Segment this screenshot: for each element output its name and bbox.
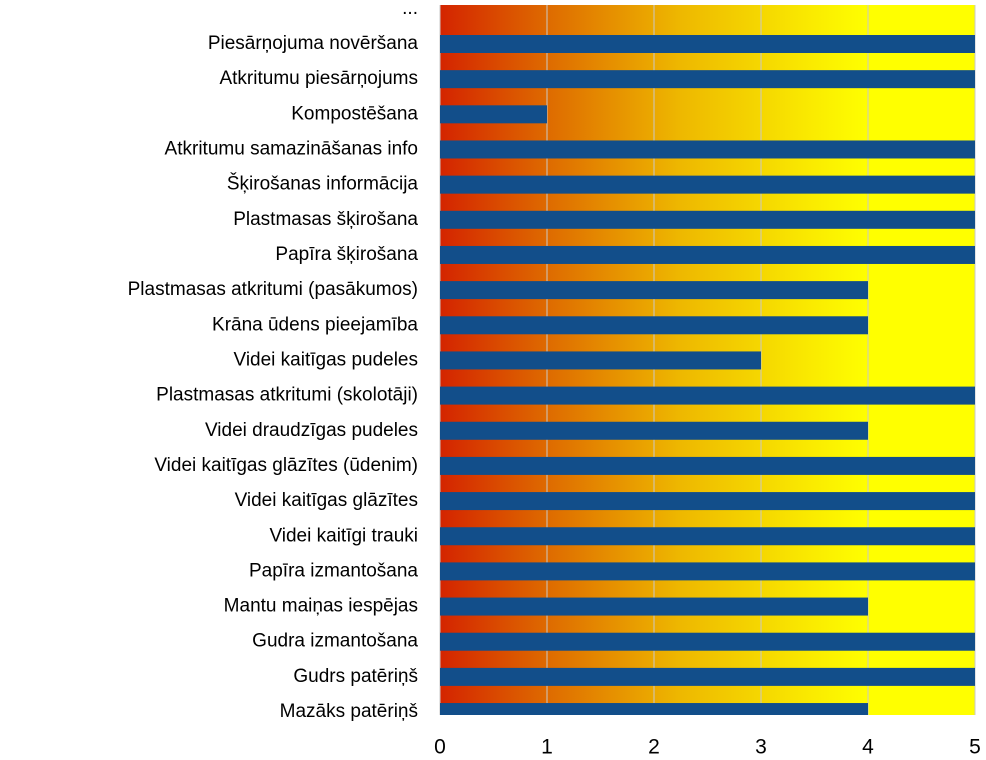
bar xyxy=(440,492,975,511)
x-tick-label: 5 xyxy=(969,736,981,759)
y-tick-label: Plastmasas šķirošana xyxy=(233,209,418,230)
bar xyxy=(440,175,975,194)
bar xyxy=(440,527,975,546)
y-tick-label: Videi draudzīgas pudeles xyxy=(205,420,418,441)
x-tick-label: 4 xyxy=(862,736,874,759)
bar xyxy=(440,632,975,651)
y-tick-label: Plastmasas atkritumi (pasākumos) xyxy=(128,279,418,300)
bar xyxy=(440,245,975,264)
y-tick-label: Gudrs patēriņš xyxy=(293,666,418,687)
bar xyxy=(440,667,975,686)
y-tick-label: Mantu maiņas iespējas xyxy=(224,596,418,617)
y-tick-label: Šķirošanas informācija xyxy=(227,173,419,195)
bar xyxy=(440,316,868,335)
bar xyxy=(440,210,975,229)
y-tick-label: Piesārņojuma novēršana xyxy=(208,33,419,54)
bar xyxy=(440,703,868,715)
y-tick-label: Videi kaitīgas glāzītes xyxy=(235,490,418,511)
y-tick-label: Papīra šķirošana xyxy=(275,244,418,265)
bar xyxy=(440,562,975,581)
bar xyxy=(440,105,547,124)
x-tick-label: 1 xyxy=(541,736,553,759)
bar xyxy=(440,351,761,370)
y-tick-label: ... xyxy=(402,0,418,19)
y-tick-label: Videi kaitīgas glāzītes (ūdenim) xyxy=(154,455,418,476)
bars xyxy=(440,35,975,715)
y-tick-label: Gudra izmantošana xyxy=(252,631,418,652)
x-tick-label: 0 xyxy=(434,736,446,759)
bar xyxy=(440,35,975,53)
y-tick-label: Atkritumu samazināšanas info xyxy=(165,138,418,159)
y-tick-label: Plastmasas atkritumi (skolotāji) xyxy=(156,385,418,406)
y-tick-label: Videi kaitīgi trauki xyxy=(269,525,418,546)
y-tick-label: Mazāks patēriņš xyxy=(280,701,418,722)
bar xyxy=(440,281,868,300)
y-tick-label: Atkritumu piesārņojums xyxy=(219,68,418,89)
x-tick-label: 2 xyxy=(648,736,660,759)
y-tick-label: Videi kaitīgas pudeles xyxy=(234,349,419,370)
y-tick-label: Krāna ūdens pieejamība xyxy=(212,314,418,335)
bar xyxy=(440,386,975,405)
y-tick-label: Kompostēšana xyxy=(291,103,418,124)
bar xyxy=(440,456,975,475)
bar xyxy=(440,421,868,440)
y-tick-label: Papīra izmantošana xyxy=(249,560,418,581)
bar xyxy=(440,70,975,89)
x-tick-label: 3 xyxy=(755,736,767,759)
bar xyxy=(440,140,975,159)
bar xyxy=(440,597,868,616)
